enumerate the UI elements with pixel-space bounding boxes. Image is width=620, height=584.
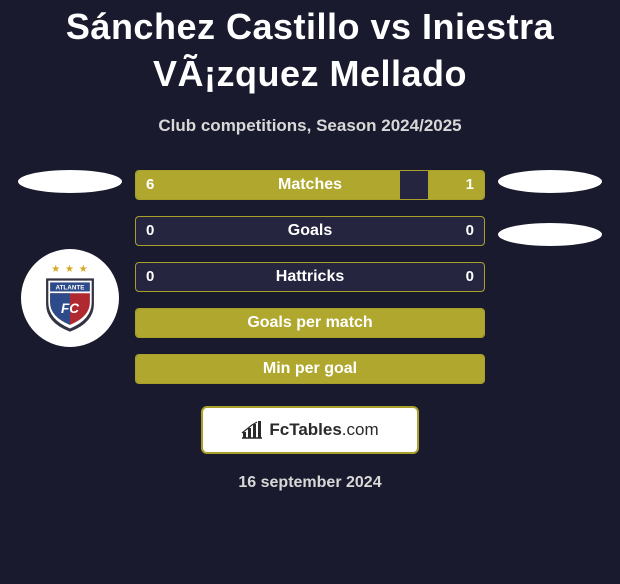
brand-text: FcTables.com bbox=[269, 420, 378, 440]
player-right-avatar-placeholder-1 bbox=[498, 170, 602, 193]
svg-text:FC: FC bbox=[61, 301, 79, 316]
barchart-icon bbox=[241, 421, 263, 439]
stat-label: Goals bbox=[288, 222, 332, 240]
stat-label: Min per goal bbox=[263, 360, 357, 378]
stat-row: 0 Hattricks 0 bbox=[135, 262, 485, 292]
date-text: 16 september 2024 bbox=[10, 474, 610, 492]
subtitle: Club competitions, Season 2024/2025 bbox=[10, 116, 610, 136]
stat-label: Hattricks bbox=[276, 268, 344, 286]
brand-box: FcTables.com bbox=[201, 406, 419, 454]
player-left-avatar-placeholder bbox=[18, 170, 122, 193]
stat-label: Goals per match bbox=[247, 314, 372, 332]
crest-shield-icon: ATLANTE FC bbox=[42, 277, 98, 333]
stat-label: Matches bbox=[278, 176, 342, 194]
stats-area: ★ ★ ★ ATLANTE FC bbox=[10, 170, 610, 384]
club-crest-left: ★ ★ ★ ATLANTE FC bbox=[21, 249, 119, 347]
stat-right-value: 0 bbox=[466, 268, 474, 285]
stat-row: Goals per match bbox=[135, 308, 485, 338]
stat-right-value: 0 bbox=[466, 222, 474, 239]
page-title: Sánchez Castillo vs Iniestra VÃ¡zquez Me… bbox=[10, 4, 610, 98]
bar-fill-left bbox=[136, 171, 400, 199]
stat-row: Min per goal bbox=[135, 354, 485, 384]
right-player-col bbox=[495, 170, 605, 384]
svg-text:ATLANTE: ATLANTE bbox=[56, 284, 85, 291]
crest-stars: ★ ★ ★ bbox=[40, 264, 100, 275]
stat-left-value: 0 bbox=[146, 222, 154, 239]
bar-fill-right bbox=[428, 171, 484, 199]
stat-left-value: 6 bbox=[146, 176, 154, 193]
stat-right-value: 1 bbox=[466, 176, 474, 193]
stat-row: 6 Matches 1 bbox=[135, 170, 485, 200]
stat-row: 0 Goals 0 bbox=[135, 216, 485, 246]
stats-bars: 6 Matches 1 0 Goals 0 0 Hattricks 0 Goals per mat… bbox=[135, 170, 485, 384]
stat-left-value: 0 bbox=[146, 268, 154, 285]
left-player-col: ★ ★ ★ ATLANTE FC bbox=[15, 170, 125, 384]
player-right-avatar-placeholder-2 bbox=[498, 223, 602, 246]
